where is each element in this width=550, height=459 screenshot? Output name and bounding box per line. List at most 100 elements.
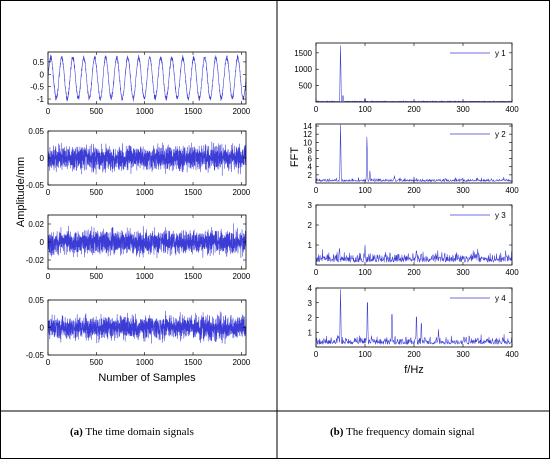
subplot-5: 0 100 200 300 400 500 1000 1500 y 1 [294,42,519,114]
y-tick-label: 0.05 [28,296,44,305]
y-tick-label: 6 [308,155,313,164]
subplot-1: 0 500 1000 1500 2000 -1 -0.5 0 0.5 [30,51,251,116]
y-tick-label: -0.05 [26,351,45,360]
x-tick-label: 2000 [232,272,250,281]
subplot-7: 0 100 200 300 400 1 2 3 y 3 [308,201,520,277]
x-tick-label: 0 [46,358,51,367]
x-tick-label: 1000 [136,107,154,116]
series-line [315,244,513,263]
x-tick-label: 1500 [184,272,202,281]
caption-a: (a) The time domain signals [70,426,194,438]
x-tick-label: 1000 [136,272,154,281]
x-tick-label: 1000 [136,358,154,367]
x-tick-label: 100 [358,350,372,359]
series-line [47,310,247,345]
y-tick-label: 3 [308,299,313,308]
y-tick-label: 0.5 [33,58,45,67]
x-tick-label: 300 [456,350,470,359]
caption-b-text: The frequency domain signal [346,426,475,438]
y-tick-label: 4 [308,163,313,172]
x-axis-label: f/Hz [404,364,424,376]
x-tick-label: 200 [407,350,421,359]
series-line [315,124,513,182]
x-tick-label: 200 [407,186,421,195]
y-tick-label: 0.02 [28,220,44,229]
x-tick-label: 400 [505,350,519,359]
x-tick-label: 0 [46,107,51,116]
y-tick-label: 0 [40,324,45,333]
series-line [47,223,247,259]
y-tick-label: 2 [308,314,313,323]
axes-box [47,51,247,105]
y-tick-label: -1 [37,95,45,104]
y-tick-label: 1 [308,241,313,250]
y-tick-label: 2 [308,221,313,230]
x-tick-label: 500 [90,358,104,367]
y-tick-label: 14 [303,122,312,131]
x-tick-label: 0 [314,350,319,359]
x-tick-label: 0 [314,186,319,195]
y-tick-label: 0 [40,70,45,79]
caption-a-label: (a) [70,426,83,438]
x-tick-label: 100 [358,105,372,114]
subplot-8: 0 100 200 300 400 1 2 3 4 y 4 f/Hz [308,284,520,376]
caption-b-label: (b) [330,426,344,438]
x-tick-label: 1500 [184,358,202,367]
series-line [315,289,513,345]
y-tick-label: 10 [303,138,312,147]
x-tick-label: 100 [358,186,372,195]
x-tick-label: 0 [314,105,319,114]
y-tick-label: -0.05 [26,181,45,190]
y-tick-label: 3 [308,201,313,210]
x-tick-label: 400 [505,268,519,277]
y-tick-label: 1 [308,328,313,337]
y-tick-label: -0.5 [30,83,44,92]
x-tick-label: 0 [314,268,319,277]
series-line [47,141,247,176]
legend-label: y 1 [495,49,506,58]
x-tick-label: 0 [46,272,51,281]
x-tick-label: 300 [456,105,470,114]
y-axis-label: FFT [289,147,301,167]
y-tick-label: 8 [308,146,313,155]
legend-label: y 2 [495,130,506,139]
y-tick-label: 4 [308,284,313,293]
y-tick-label: 12 [303,130,312,139]
x-tick-label: 300 [456,186,470,195]
y-tick-label: 500 [299,82,313,91]
x-tick-label: 300 [456,268,470,277]
x-tick-label: 2000 [232,358,250,367]
x-tick-label: 500 [90,188,104,197]
x-tick-label: 0 [46,188,51,197]
y-tick-label: 0 [40,154,45,163]
y-axis-label: Amplitude/mm [15,157,27,227]
x-axis-label: Number of Samples [98,372,196,384]
legend-label: y 4 [495,294,506,303]
y-tick-label: 0.05 [28,127,44,136]
series-line [47,54,247,102]
y-tick-label: 1000 [294,65,312,74]
x-tick-label: 200 [407,268,421,277]
x-tick-label: 1000 [136,188,154,197]
x-tick-label: 400 [505,186,519,195]
x-tick-label: 1500 [184,188,202,197]
x-tick-label: 400 [505,105,519,114]
legend-label: y 3 [495,211,506,220]
y-tick-label: 1500 [294,49,312,58]
x-tick-label: 500 [90,272,104,281]
caption-b: (b) The frequency domain signal [330,426,475,438]
y-tick-label: 2 [308,171,313,180]
x-tick-label: 2000 [232,188,250,197]
x-tick-label: 500 [90,107,104,116]
x-tick-label: 1500 [184,107,202,116]
x-tick-label: 100 [358,268,372,277]
plots-layer: 0 500 1000 1500 2000-1-0.500.50 500 1000 1500 20… [15,42,520,384]
y-tick-label: -0.02 [26,256,45,265]
y-tick-label: 0 [40,238,45,247]
